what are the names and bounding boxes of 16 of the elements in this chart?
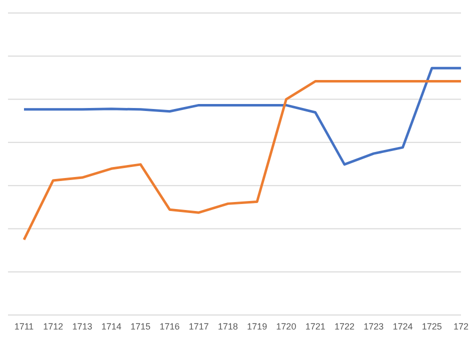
x-tick-label: 1725 [422,321,442,332]
x-tick-label: 1724 [392,321,413,332]
x-tick-label: 1711 [14,321,34,332]
x-tick-label: 1720 [276,321,296,332]
x-tick-label: 1718 [218,321,238,332]
x-tick-label: 1715 [130,321,151,332]
x-tick-label: 1713 [72,321,92,332]
x-tick-label: 1712 [43,321,64,332]
x-tick-label: 1723 [364,321,384,332]
x-tick-label: 1716 [160,321,180,332]
x-tick-label: 1721 [305,321,326,332]
x-tick-label: 172 [453,321,469,332]
x-tick-label: 1722 [334,321,354,332]
x-tick-label: 1719 [247,321,268,332]
x-tick-label: 1717 [188,321,209,332]
x-tick-label: 1714 [101,321,122,332]
